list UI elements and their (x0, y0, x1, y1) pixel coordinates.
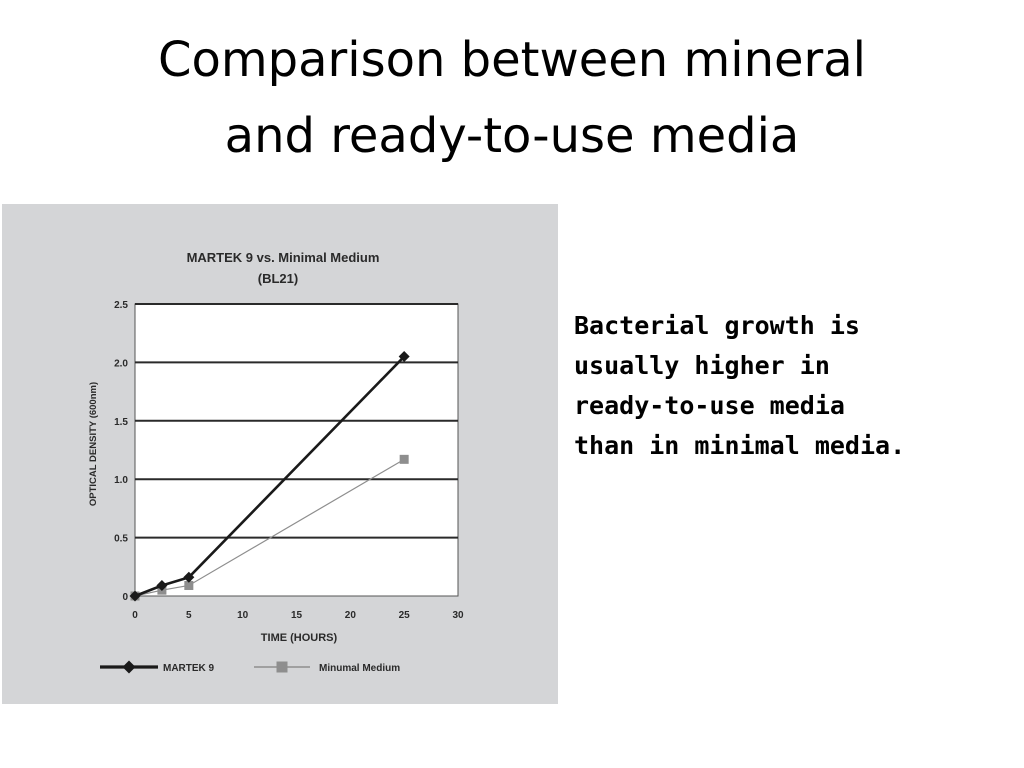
legend: MARTEK 9 Minumal Medium (100, 660, 400, 674)
grid-lines (135, 303, 458, 597)
legend-marker-martek-9 (122, 660, 136, 674)
body-text: Bacterial growth is usually higher in re… (574, 306, 994, 466)
legend-label-minumal-medium: Minumal Medium (319, 663, 400, 674)
chart-title: MARTEK 9 vs. Minimal Medium (187, 250, 380, 265)
tick-labels: 0 0.5 1.0 1.5 2.0 2.5 0 5 10 15 20 25 30 (114, 300, 464, 621)
x-tick-label: 15 (291, 610, 303, 621)
series-line-martek-9 (134, 355, 406, 598)
body-line-4: than in minimal media. (574, 431, 906, 460)
legend-label-martek-9: MARTEK 9 (163, 663, 215, 674)
slide-title-line-1: Comparison between mineral (158, 32, 866, 88)
body-line-3: ready-to-use media (574, 391, 845, 420)
chart-subtitle: (BL21) (258, 271, 298, 286)
x-tick-label: 20 (345, 610, 357, 621)
chart-figure: MARTEK 9 vs. Minimal Medium (BL21) 0 0.5 1… (2, 204, 558, 704)
y-axis-label: OPTICAL DENSITY (600nm) (88, 382, 99, 506)
y-tick-label: 0.5 (114, 534, 128, 545)
data-point-martek-9 (129, 590, 141, 602)
data-point-martek-9 (156, 579, 168, 591)
x-axis-label: TIME (HOURS) (261, 632, 338, 644)
y-tick-label: 1.0 (114, 475, 128, 486)
series-lines (129, 351, 410, 602)
x-tick-label: 5 (186, 610, 192, 621)
y-tick-label: 1.5 (114, 417, 128, 428)
legend-marker-minumal-medium (276, 661, 288, 673)
series-line-minumal-medium (134, 458, 405, 597)
body-line-2: usually higher in (574, 351, 830, 380)
x-tick-label: 25 (399, 610, 411, 621)
y-tick-label: 2.0 (114, 358, 128, 369)
data-point-martek-9 (398, 351, 410, 363)
y-tick-label: 2.5 (114, 300, 128, 311)
slide-title-line-2: and ready-to-use media (224, 108, 800, 164)
body-line-1: Bacterial growth is (574, 311, 860, 340)
growth-chart: MARTEK 9 vs. Minimal Medium (BL21) 0 0.5 1… (88, 250, 464, 674)
x-tick-label: 30 (452, 610, 464, 621)
x-tick-label: 0 (132, 610, 138, 621)
data-point-martek-9 (183, 571, 195, 583)
slide-title: Comparison between mineral and ready-to-… (40, 22, 984, 174)
y-tick-label: 0 (122, 592, 128, 603)
plot-area (134, 303, 459, 597)
data-point-minumal-medium (399, 454, 409, 464)
x-tick-label: 10 (237, 610, 249, 621)
data-point-minumal-medium (184, 580, 194, 590)
